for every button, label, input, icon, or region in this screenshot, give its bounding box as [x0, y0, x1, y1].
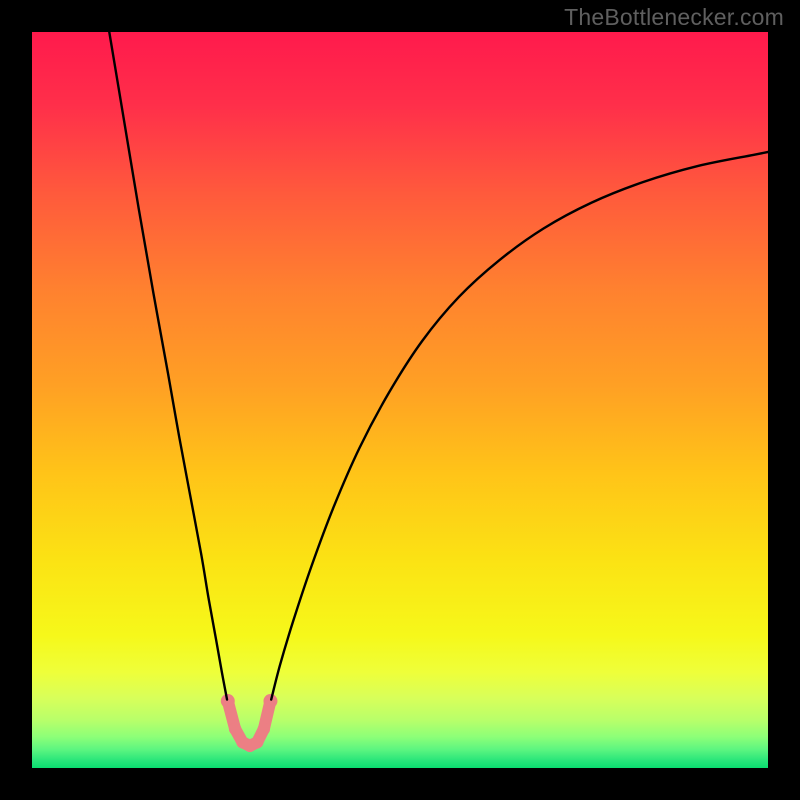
valley-dot [258, 723, 270, 735]
valley-dot [251, 736, 263, 748]
valley-dot [229, 723, 241, 735]
plot-svg [32, 32, 768, 768]
gradient-background [32, 32, 768, 768]
watermark-text: TheBottlenecker.com [564, 4, 784, 31]
valley-dot [263, 694, 277, 708]
plot-area [32, 32, 768, 768]
valley-dot [221, 694, 235, 708]
